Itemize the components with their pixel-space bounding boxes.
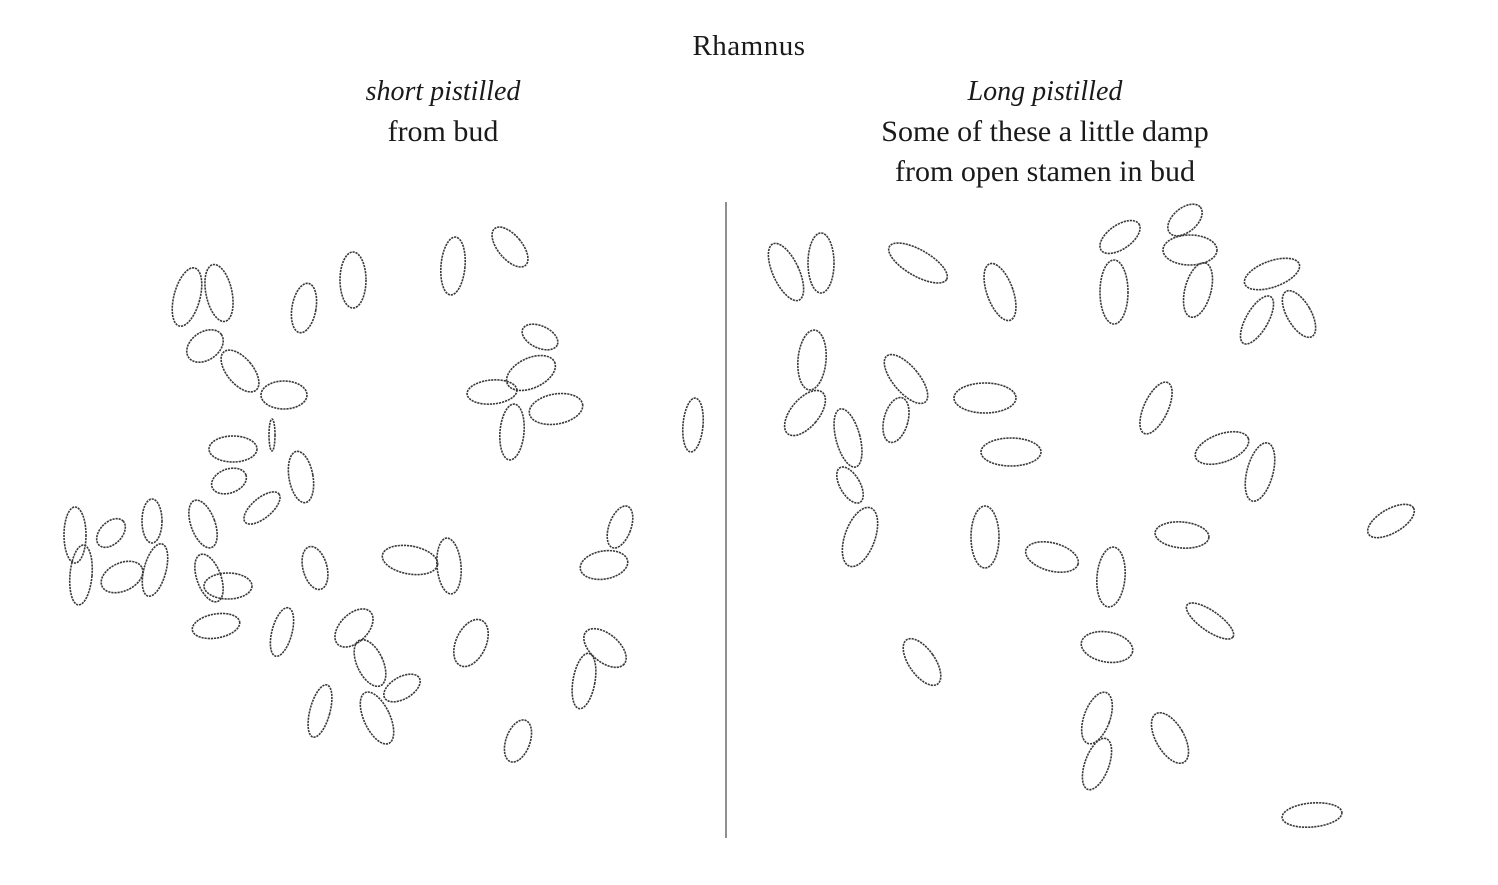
pollen-grain bbox=[141, 498, 163, 544]
pollen-grain bbox=[301, 545, 329, 591]
pollen-grain bbox=[983, 262, 1017, 322]
pollen-grain bbox=[980, 437, 1042, 467]
pollen-grain bbox=[681, 397, 705, 453]
short-pistilled-label: short pistilled bbox=[365, 76, 521, 107]
right-panel-note-line: Some of these a little damp bbox=[881, 115, 1209, 148]
pollen-grain bbox=[339, 251, 367, 309]
pollen-grain bbox=[835, 466, 865, 504]
pollen-grain bbox=[571, 652, 597, 710]
pollen-grain bbox=[220, 349, 260, 393]
pollen-grain bbox=[1167, 203, 1203, 237]
pollen-grain bbox=[583, 627, 627, 669]
pollen-grain bbox=[491, 226, 529, 268]
pollen-grain bbox=[579, 549, 629, 581]
pollen-grain bbox=[1080, 691, 1114, 745]
pollen-grain bbox=[466, 379, 518, 405]
pollen-grain bbox=[68, 544, 94, 606]
long-pistilled-label: Long pistilled bbox=[967, 76, 1123, 107]
pollen-grain bbox=[269, 606, 295, 658]
pollen-grain bbox=[63, 506, 87, 564]
pollen-grain bbox=[1162, 234, 1218, 266]
pollen-grain bbox=[141, 542, 169, 598]
pollen-grain bbox=[383, 673, 421, 703]
pollen-grain bbox=[498, 403, 526, 461]
pollen-grain bbox=[452, 618, 490, 668]
pollen-grain bbox=[528, 392, 584, 426]
pollen-grain bbox=[970, 505, 1000, 569]
pollen-grain bbox=[204, 263, 234, 323]
pollen-grain bbox=[807, 232, 835, 294]
pollen-grain bbox=[1185, 602, 1235, 640]
pollen-grain bbox=[435, 537, 463, 595]
pollen-grain bbox=[203, 572, 253, 600]
pollen-grain bbox=[1194, 430, 1250, 466]
pollen-grain bbox=[353, 638, 387, 688]
pollen-grain bbox=[185, 328, 225, 364]
pollen-grain bbox=[1243, 257, 1301, 291]
pollen-grain bbox=[797, 329, 827, 391]
pollen-grain bbox=[505, 354, 557, 392]
pollen-grain bbox=[841, 506, 879, 568]
right-panel-note-line: from open stamen in bud bbox=[895, 155, 1195, 188]
pollen-grain bbox=[191, 612, 241, 640]
pollen-grain bbox=[381, 544, 439, 576]
pollen-grain bbox=[1096, 546, 1126, 608]
pollen-grain bbox=[1081, 737, 1113, 791]
pollen-grain bbox=[1150, 711, 1190, 765]
pollen-grain bbox=[883, 353, 929, 405]
pollen-grain bbox=[1366, 503, 1416, 539]
pollen-grain bbox=[290, 282, 318, 334]
pollen-grain bbox=[953, 382, 1017, 414]
pollen-grain bbox=[359, 691, 395, 745]
pollen-grain bbox=[833, 408, 863, 468]
pollen-grain bbox=[1281, 289, 1317, 339]
pollen-grain bbox=[208, 435, 258, 463]
pollen-grain bbox=[260, 380, 308, 410]
pollen-grain bbox=[1154, 521, 1210, 549]
left-panel-note-line: from bud bbox=[387, 115, 499, 148]
pollen-grain bbox=[439, 236, 467, 296]
pollen-grain bbox=[334, 608, 374, 648]
page-title: Rhamnus bbox=[692, 30, 806, 62]
pollen-grain bbox=[95, 517, 127, 549]
left-pollen-grains bbox=[63, 226, 705, 763]
pollen-grain bbox=[1182, 261, 1214, 319]
pollen-grain bbox=[783, 389, 827, 437]
pollen-grain bbox=[268, 418, 276, 452]
pollen-grain bbox=[503, 719, 533, 763]
pollen-grain bbox=[243, 491, 281, 525]
pollen-grain bbox=[1024, 540, 1080, 574]
pollen-grain bbox=[767, 242, 805, 302]
pollen-grain bbox=[1080, 630, 1134, 664]
pollen-grain bbox=[210, 467, 248, 495]
pollen-grain bbox=[1239, 295, 1275, 345]
pollen-grain bbox=[1099, 259, 1129, 325]
pollen-grain bbox=[307, 683, 333, 739]
pollen-grain bbox=[1099, 219, 1141, 255]
pollen-grain bbox=[188, 499, 218, 549]
pollen-grain bbox=[887, 242, 949, 284]
pollen-grain bbox=[606, 505, 634, 549]
pollen-grain bbox=[1244, 442, 1276, 502]
left-panel-heading: short pistilled from bud bbox=[243, 72, 643, 152]
right-panel-heading: Long pistilled Some of these a little da… bbox=[785, 72, 1305, 192]
pollen-grain bbox=[287, 450, 315, 504]
pollen-grain bbox=[882, 396, 910, 444]
pollen-grain bbox=[1281, 801, 1343, 829]
pollen-grain bbox=[100, 560, 144, 594]
right-pollen-grains bbox=[767, 203, 1416, 829]
pollen-grain bbox=[1139, 381, 1173, 435]
pollen-grain bbox=[902, 637, 942, 687]
pollen-grain bbox=[521, 323, 559, 351]
pollen-grain bbox=[171, 267, 203, 327]
